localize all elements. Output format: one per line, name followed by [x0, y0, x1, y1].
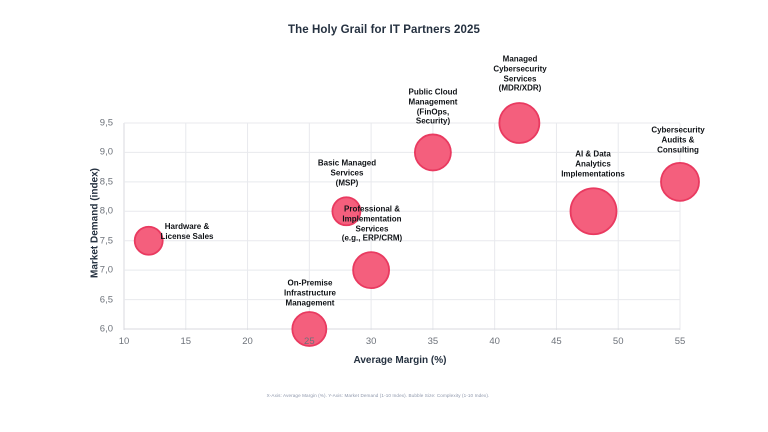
axis-footnote: X-Axis: Average Margin (%). Y-Axis: Mark… — [266, 393, 490, 398]
bubble-label: Cybersecurity Audits & Consulting — [651, 125, 705, 154]
x-tick-label: 30 — [365, 336, 377, 347]
x-tick-label: 45 — [551, 336, 562, 347]
x-tick-label: 15 — [180, 336, 192, 347]
x-tick-label: 10 — [118, 336, 130, 347]
bubble-label: Hardware & License Sales — [160, 222, 214, 241]
bubble — [413, 133, 452, 172]
y-tick-label: 7,5 — [99, 235, 113, 247]
x-tick-label: 50 — [612, 336, 624, 347]
bubble — [133, 225, 164, 256]
y-tick-label: 9,5 — [99, 117, 113, 129]
bubble-label: Managed Cybersecurity Services (MDR/XDR) — [493, 54, 547, 93]
x-tick-label: 25 — [304, 336, 315, 347]
bubble-label: Basic Managed Services (MSP) — [317, 158, 377, 187]
x-axis-title: Average Margin (%) — [353, 355, 447, 366]
chart-title: The Holy Grail for IT Partners 2025 — [287, 24, 481, 36]
y-tick-label: 8,5 — [99, 176, 113, 188]
bubble-label: On-Premise Infrastructure Management — [283, 278, 337, 307]
y-tick-label: 8,0 — [99, 205, 113, 217]
y-tick-label: 6,0 — [99, 323, 113, 335]
y-tick-label: 9,0 — [99, 146, 113, 158]
bubble-label: Professional & Implementation Services (e.g… — [341, 204, 403, 243]
bubble-label: AI & Data Analytics Implementations — [561, 149, 625, 178]
bubble — [569, 187, 618, 236]
bubble — [660, 161, 700, 202]
bubble — [331, 196, 362, 227]
y-tick-label: 6,5 — [99, 294, 113, 306]
bubble-label: Public Cloud Management (FinOps, Security) — [408, 87, 458, 126]
bubble — [498, 102, 541, 144]
bubble — [291, 311, 328, 347]
x-tick-label: 40 — [489, 336, 500, 347]
x-tick-label: 20 — [242, 336, 253, 347]
bubble — [352, 251, 391, 290]
x-tick-label: 55 — [674, 336, 686, 347]
x-tick-label: 35 — [427, 336, 439, 347]
y-tick-label: 7,0 — [99, 264, 113, 276]
